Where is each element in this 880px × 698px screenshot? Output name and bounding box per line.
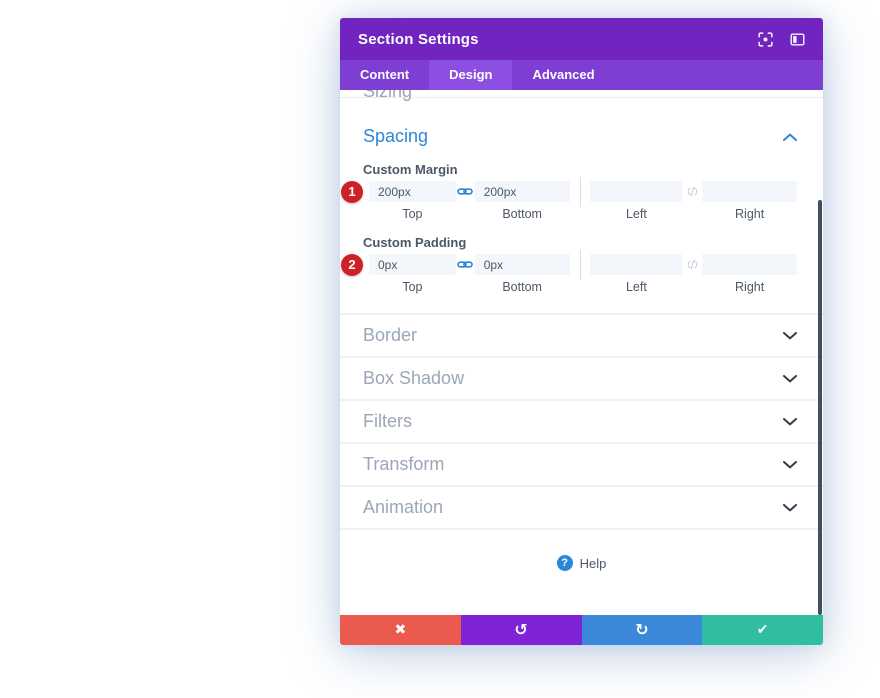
toggle-animation-title: Animation <box>363 497 444 517</box>
help-link[interactable]: ? Help <box>556 555 607 571</box>
custom-padding-fields: 2 <box>341 249 798 280</box>
settings-tabbar: Content Design Advanced <box>340 60 823 90</box>
tab-content[interactable]: Content <box>360 67 410 82</box>
custom-padding-label: Custom Padding <box>363 235 467 250</box>
toggle-sizing-title: Sizing <box>363 90 413 101</box>
toggle-animation[interactable]: Animation <box>340 487 823 530</box>
unlink-values-icon[interactable] <box>682 259 702 270</box>
section-settings-modal: Section Settings <box>340 18 823 645</box>
toggle-spacing-header[interactable]: Spacing <box>363 126 797 147</box>
chevron-down-icon <box>783 331 797 340</box>
modal-footer: ✖ ↺ ↻ ✔ <box>340 615 823 645</box>
unlink-values-icon[interactable] <box>682 186 702 197</box>
field-separator <box>570 249 591 280</box>
padding-right-input[interactable] <box>702 254 798 275</box>
help-row: ? Help <box>340 530 823 596</box>
custom-margin-field-labels: Top Bottom Left Right <box>369 207 797 221</box>
tab-design[interactable]: Design <box>429 60 513 90</box>
toggle-border[interactable]: Border <box>340 315 823 358</box>
chevron-down-icon <box>783 417 797 426</box>
step-badge-2: 2 <box>341 253 363 276</box>
toggle-spacing-title: Spacing <box>363 126 429 146</box>
toggle-spacing-panel: Spacing Custom Margin 1 <box>340 98 823 315</box>
header-icon-group <box>758 31 805 47</box>
help-question-icon: ? <box>556 555 573 571</box>
custom-padding-field-labels: Top Bottom Left Right <box>369 280 797 294</box>
toggle-sizing[interactable]: Sizing <box>340 90 823 101</box>
margin-right-input[interactable] <box>702 181 798 202</box>
margin-bottom-input[interactable] <box>474 181 570 202</box>
field-label-top: Top <box>402 207 423 221</box>
tab-advanced[interactable]: Advanced <box>532 67 595 82</box>
help-label: Help <box>579 555 607 571</box>
settings-scroll-area: Sizing Spacing Custom Margin 1 <box>340 90 823 615</box>
step-badge-1: 1 <box>341 180 363 203</box>
field-label-bottom: Bottom <box>502 280 542 294</box>
padding-left-input[interactable] <box>590 254 683 275</box>
toggle-box-shadow[interactable]: Box Shadow <box>340 358 823 401</box>
chevron-up-icon <box>783 133 797 141</box>
focus-preview-icon[interactable] <box>758 31 773 47</box>
padding-top-input[interactable] <box>369 254 456 275</box>
toggle-transform[interactable]: Transform <box>340 444 823 487</box>
chevron-down-icon <box>783 374 797 383</box>
modal-header: Section Settings <box>340 18 823 60</box>
padding-bottom-input[interactable] <box>474 254 570 275</box>
custom-margin-fields: 1 <box>341 176 798 207</box>
field-label-right: Right <box>735 280 765 294</box>
field-label-left: Left <box>625 207 647 221</box>
cancel-button[interactable]: ✖ <box>340 615 461 645</box>
field-label-top: Top <box>402 280 423 294</box>
check-icon: ✔ <box>756 622 769 638</box>
toggle-box-shadow-title: Box Shadow <box>363 368 465 388</box>
toggle-filters-title: Filters <box>363 411 412 431</box>
toggle-border-title: Border <box>363 325 418 345</box>
toggle-transform-title: Transform <box>363 454 445 474</box>
redo-icon: ↻ <box>635 620 649 639</box>
custom-margin-label: Custom Margin <box>363 162 458 177</box>
undo-icon: ↺ <box>514 620 528 639</box>
toggle-filters[interactable]: Filters <box>340 401 823 444</box>
link-values-icon[interactable] <box>456 186 475 197</box>
margin-left-input[interactable] <box>590 181 683 202</box>
link-values-icon[interactable] <box>456 259 475 270</box>
field-label-bottom: Bottom <box>502 207 542 221</box>
undo-button[interactable]: ↺ <box>460 615 582 645</box>
modal-scrollbar-thumb[interactable] <box>818 200 822 615</box>
split-view-icon[interactable] <box>790 32 805 47</box>
field-separator <box>570 176 591 207</box>
margin-top-input[interactable] <box>369 181 456 202</box>
chevron-down-icon <box>783 503 797 512</box>
field-label-right: Right <box>735 207 765 221</box>
close-icon: ✖ <box>394 622 407 638</box>
chevron-down-icon <box>783 460 797 469</box>
save-button[interactable]: ✔ <box>702 615 823 645</box>
redo-button[interactable]: ↻ <box>581 615 703 645</box>
field-label-left: Left <box>625 280 647 294</box>
modal-title: Section Settings <box>358 30 479 48</box>
